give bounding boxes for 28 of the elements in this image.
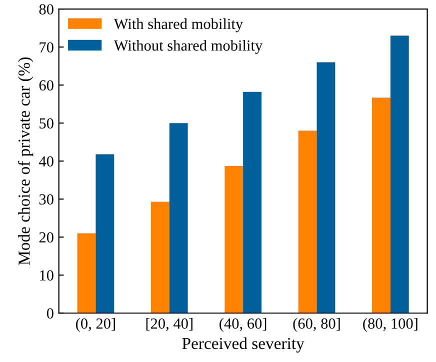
y-tick-label: 70 <box>40 42 54 53</box>
y-tick-label: 80 <box>39 4 54 14</box>
y-tick-label: 20 <box>39 232 54 243</box>
bar <box>390 36 409 314</box>
bar <box>316 62 336 314</box>
legend-label: With shared mobility <box>114 18 244 32</box>
y-tick-label: 60 <box>39 80 54 91</box>
y-axis-title: Mode choice of private car (%) <box>18 57 34 265</box>
bar <box>224 166 244 314</box>
y-tick-label: 0 <box>46 308 54 319</box>
bar <box>243 92 262 314</box>
y-tick-label: 40 <box>39 156 54 167</box>
x-tick-label: (80, 100] <box>363 318 418 332</box>
bar <box>298 130 317 314</box>
x-tick-label: (40, 60] <box>220 318 266 332</box>
bar <box>150 202 170 314</box>
legend-label: Without shared mobility <box>114 40 263 54</box>
bar <box>96 154 114 314</box>
bar <box>372 98 390 314</box>
x-axis-title: Perceived severity <box>182 337 304 353</box>
x-tick-label: [20, 40] <box>146 318 192 331</box>
y-tick-label: 30 <box>39 194 54 205</box>
x-tick-label: (60, 80] <box>293 318 340 332</box>
y-tick-label: 10 <box>40 270 54 281</box>
x-tick-label: (0, 20] <box>76 318 115 332</box>
bar <box>77 233 96 314</box>
y-tick-label: 50 <box>40 118 54 129</box>
bar <box>169 123 188 314</box>
